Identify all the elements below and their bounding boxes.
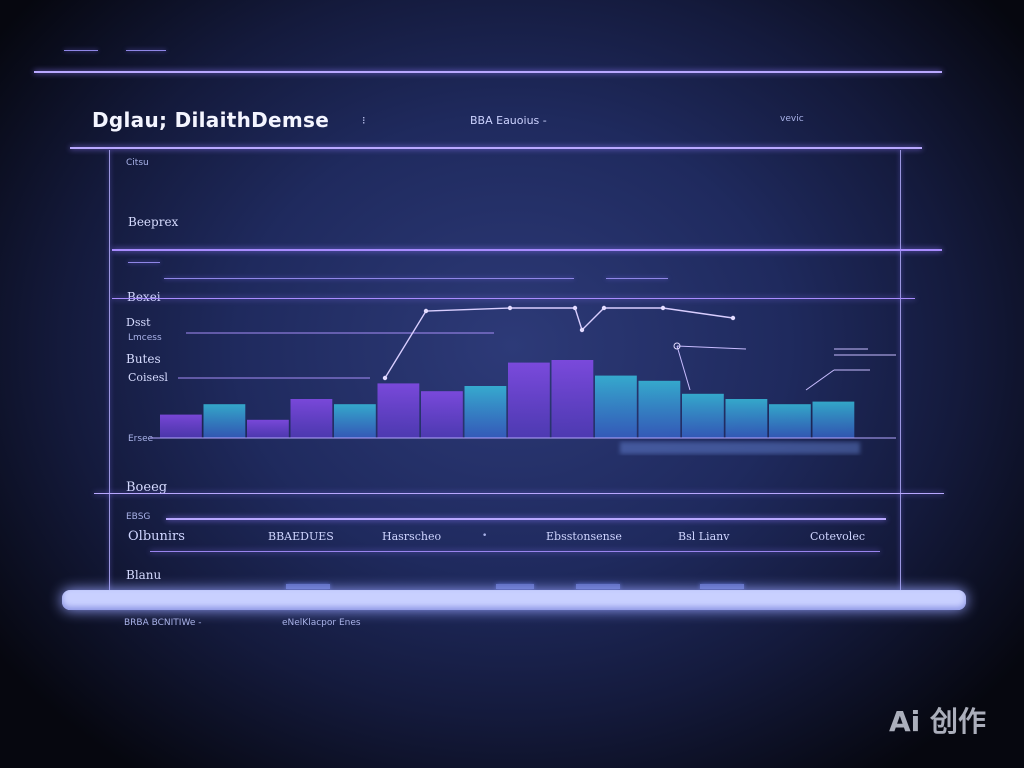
- trend-point: [423, 308, 429, 314]
- subsection-label: Bexei: [127, 290, 161, 304]
- column-marker: •: [482, 531, 488, 541]
- header-dash-mark: [64, 50, 98, 51]
- panel-right-border: [900, 150, 901, 590]
- trend-point: [382, 375, 388, 381]
- callout-line: [676, 345, 691, 391]
- mini-bar: [576, 584, 620, 589]
- trend-point: [572, 305, 578, 311]
- section-subrule: [128, 262, 160, 263]
- section-label: Beeprex: [128, 215, 179, 229]
- mini-bar: [286, 584, 330, 589]
- row-label: Butes: [126, 352, 161, 366]
- trend-line: [384, 307, 734, 379]
- watermark-text: Ai 创作: [888, 705, 986, 738]
- chart-bar: [638, 380, 681, 438]
- chart-bar: [377, 383, 420, 438]
- chart-bar: [334, 404, 376, 438]
- section-subrule: [606, 278, 668, 279]
- bottom-label: Blanu: [126, 568, 162, 582]
- tab-right[interactable]: vevic: [780, 114, 804, 124]
- chart-bar: [769, 404, 811, 438]
- panel-left-border: [109, 150, 110, 590]
- chart-bar: [551, 360, 594, 438]
- chart-top-rule: [112, 298, 915, 299]
- column-header[interactable]: Cotevolec: [810, 530, 865, 543]
- chart-bar: [290, 399, 333, 438]
- table-label: EBSG: [126, 512, 151, 522]
- section-divider: [112, 249, 942, 251]
- page-title: Dglau; DilaithDemse: [92, 108, 330, 132]
- trend-point: [660, 305, 666, 311]
- chart-bar: [508, 362, 550, 438]
- row-label: Ersee: [128, 434, 154, 444]
- chart-bar: [595, 375, 637, 438]
- bottom-section-rule: [94, 493, 944, 494]
- trend-point: [730, 315, 736, 321]
- table-header-rule: [166, 518, 886, 520]
- row-label: Dsst: [126, 316, 151, 329]
- callout-point: [673, 342, 681, 350]
- trend-point: [601, 305, 607, 311]
- tab-center[interactable]: BBA Eauoius -: [470, 114, 547, 127]
- chart-bar: [812, 401, 855, 438]
- chart-bar: [464, 386, 507, 438]
- bottom-section-label: Boeeg: [126, 480, 168, 495]
- footer-center-text: eNelKlacpor Enes: [282, 618, 361, 628]
- header-top-rule: [34, 71, 942, 73]
- header-dash-mark: [126, 50, 166, 51]
- chart-bar: [421, 391, 463, 438]
- chart-bar: [682, 393, 724, 438]
- table-row-rule: [150, 551, 880, 552]
- mini-bar: [700, 584, 744, 589]
- trend-point: [507, 305, 513, 311]
- chart-floor-glow: [620, 442, 860, 454]
- section-subrule: [164, 278, 574, 279]
- row-label: Coisesl: [128, 371, 168, 384]
- horizontal-scrollbar[interactable]: [62, 590, 966, 610]
- chart-bar: [160, 414, 202, 438]
- footer-left-text: BRBA BCNITIWe -: [124, 618, 202, 628]
- column-header[interactable]: Ebsstonsense: [546, 530, 622, 543]
- trend-point: [579, 327, 585, 333]
- title-marker: ⁝: [362, 114, 366, 127]
- chart-bar: [247, 419, 289, 438]
- chart-bar: [725, 399, 768, 438]
- row-label: Lmcess: [128, 333, 162, 343]
- column-header[interactable]: BBAEDUES: [268, 530, 334, 543]
- column-header[interactable]: Bsl Lianv: [678, 530, 730, 543]
- mini-bar: [496, 584, 534, 589]
- corner-label: Citsu: [126, 158, 149, 168]
- column-header[interactable]: Hasrscheo: [382, 530, 442, 543]
- chart-bar: [203, 404, 246, 438]
- callout-line: [676, 345, 747, 350]
- callout-line: [805, 369, 835, 391]
- header-bottom-rule: [70, 147, 922, 149]
- column-header[interactable]: Olbunirs: [128, 529, 185, 544]
